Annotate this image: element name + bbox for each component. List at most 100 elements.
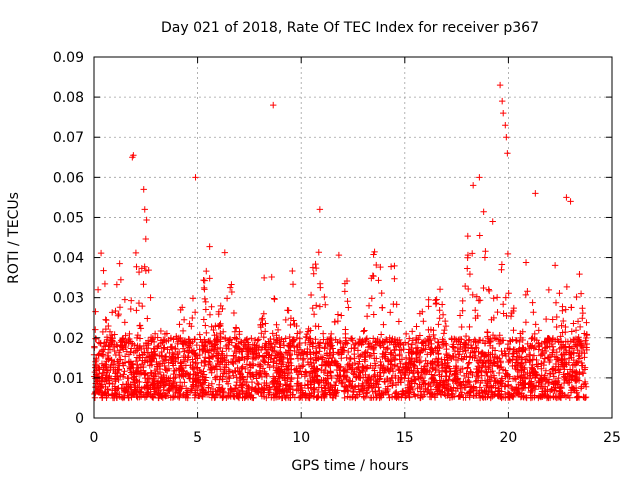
chart-title: Day 021 of 2018, Rate Of TEC Index for r… — [161, 20, 539, 36]
data-point — [365, 302, 373, 309]
data-point — [535, 346, 542, 353]
data-point — [283, 366, 291, 373]
data-point — [153, 363, 161, 370]
data-point — [409, 369, 417, 377]
data-point — [163, 392, 170, 399]
data-point — [461, 344, 468, 352]
data-point — [102, 389, 109, 397]
data-point — [510, 346, 517, 353]
data-point — [187, 371, 194, 378]
data-point — [291, 366, 299, 373]
data-point — [215, 361, 223, 368]
data-point — [574, 318, 582, 325]
data-point — [92, 388, 99, 396]
data-point — [429, 365, 437, 373]
data-point — [138, 389, 145, 396]
data-point — [217, 338, 224, 345]
data-point — [556, 345, 563, 353]
data-point — [514, 373, 521, 380]
data-point — [329, 354, 336, 362]
data-point — [436, 371, 443, 378]
data-point — [441, 326, 448, 334]
data-point — [348, 366, 355, 373]
data-point — [391, 275, 398, 282]
data-point — [318, 394, 325, 402]
data-point — [422, 342, 429, 349]
data-point — [425, 303, 432, 310]
data-point — [343, 383, 350, 391]
data-point — [212, 344, 219, 351]
data-point — [206, 275, 213, 282]
data-point — [161, 353, 169, 361]
data-point — [160, 344, 168, 351]
data-point — [260, 387, 268, 394]
data-point — [480, 284, 487, 292]
data-point — [170, 336, 177, 343]
data-point — [503, 312, 510, 319]
data-point — [509, 350, 516, 358]
data-point — [558, 322, 565, 329]
data-point — [372, 341, 380, 348]
data-point — [217, 302, 224, 310]
data-point — [564, 370, 571, 377]
data-point — [140, 186, 147, 193]
data-point — [149, 381, 157, 389]
data-point — [217, 329, 224, 337]
data-point — [397, 369, 404, 377]
data-point — [154, 343, 161, 351]
data-point — [517, 379, 524, 386]
data-point — [112, 378, 119, 385]
data-point — [262, 370, 269, 377]
data-point — [502, 121, 509, 129]
data-point — [321, 345, 328, 352]
data-point — [482, 248, 489, 255]
data-point — [322, 301, 329, 308]
data-point — [165, 359, 172, 366]
data-point — [212, 322, 219, 330]
data-point — [328, 330, 335, 338]
data-point — [112, 307, 119, 315]
data-point — [97, 340, 104, 347]
data-point — [221, 357, 229, 364]
data-point — [555, 366, 562, 374]
data-point — [210, 326, 217, 334]
data-point — [390, 347, 398, 354]
data-point — [334, 339, 341, 346]
data-point — [444, 392, 451, 399]
data-point — [556, 394, 564, 401]
data-point — [199, 347, 206, 355]
data-point — [546, 343, 553, 350]
data-point — [127, 348, 134, 356]
data-point — [160, 357, 167, 365]
data-point — [412, 376, 419, 384]
data-point — [134, 394, 141, 401]
data-point — [459, 356, 467, 363]
data-point — [524, 288, 531, 295]
data-point — [175, 366, 182, 374]
data-point — [473, 293, 481, 300]
data-point — [233, 374, 240, 381]
data-point — [284, 365, 291, 372]
data-point — [418, 369, 425, 376]
data-point — [396, 367, 403, 374]
data-point — [577, 340, 584, 347]
data-point — [537, 352, 544, 359]
data-point — [566, 394, 573, 401]
data-point — [462, 340, 469, 347]
data-point — [307, 335, 314, 342]
y-tick-label: 0.02 — [53, 331, 84, 347]
data-point — [572, 327, 580, 334]
data-point — [443, 364, 450, 371]
data-point — [313, 302, 320, 309]
data-point — [406, 369, 413, 376]
data-point — [333, 366, 341, 374]
data-point — [185, 335, 192, 343]
data-point — [483, 388, 490, 395]
data-point — [491, 374, 498, 382]
data-point — [401, 375, 408, 382]
data-point — [143, 216, 150, 224]
data-point — [262, 320, 269, 327]
data-point — [244, 339, 252, 346]
y-tick-label: 0 — [75, 411, 84, 427]
data-point — [315, 384, 323, 391]
